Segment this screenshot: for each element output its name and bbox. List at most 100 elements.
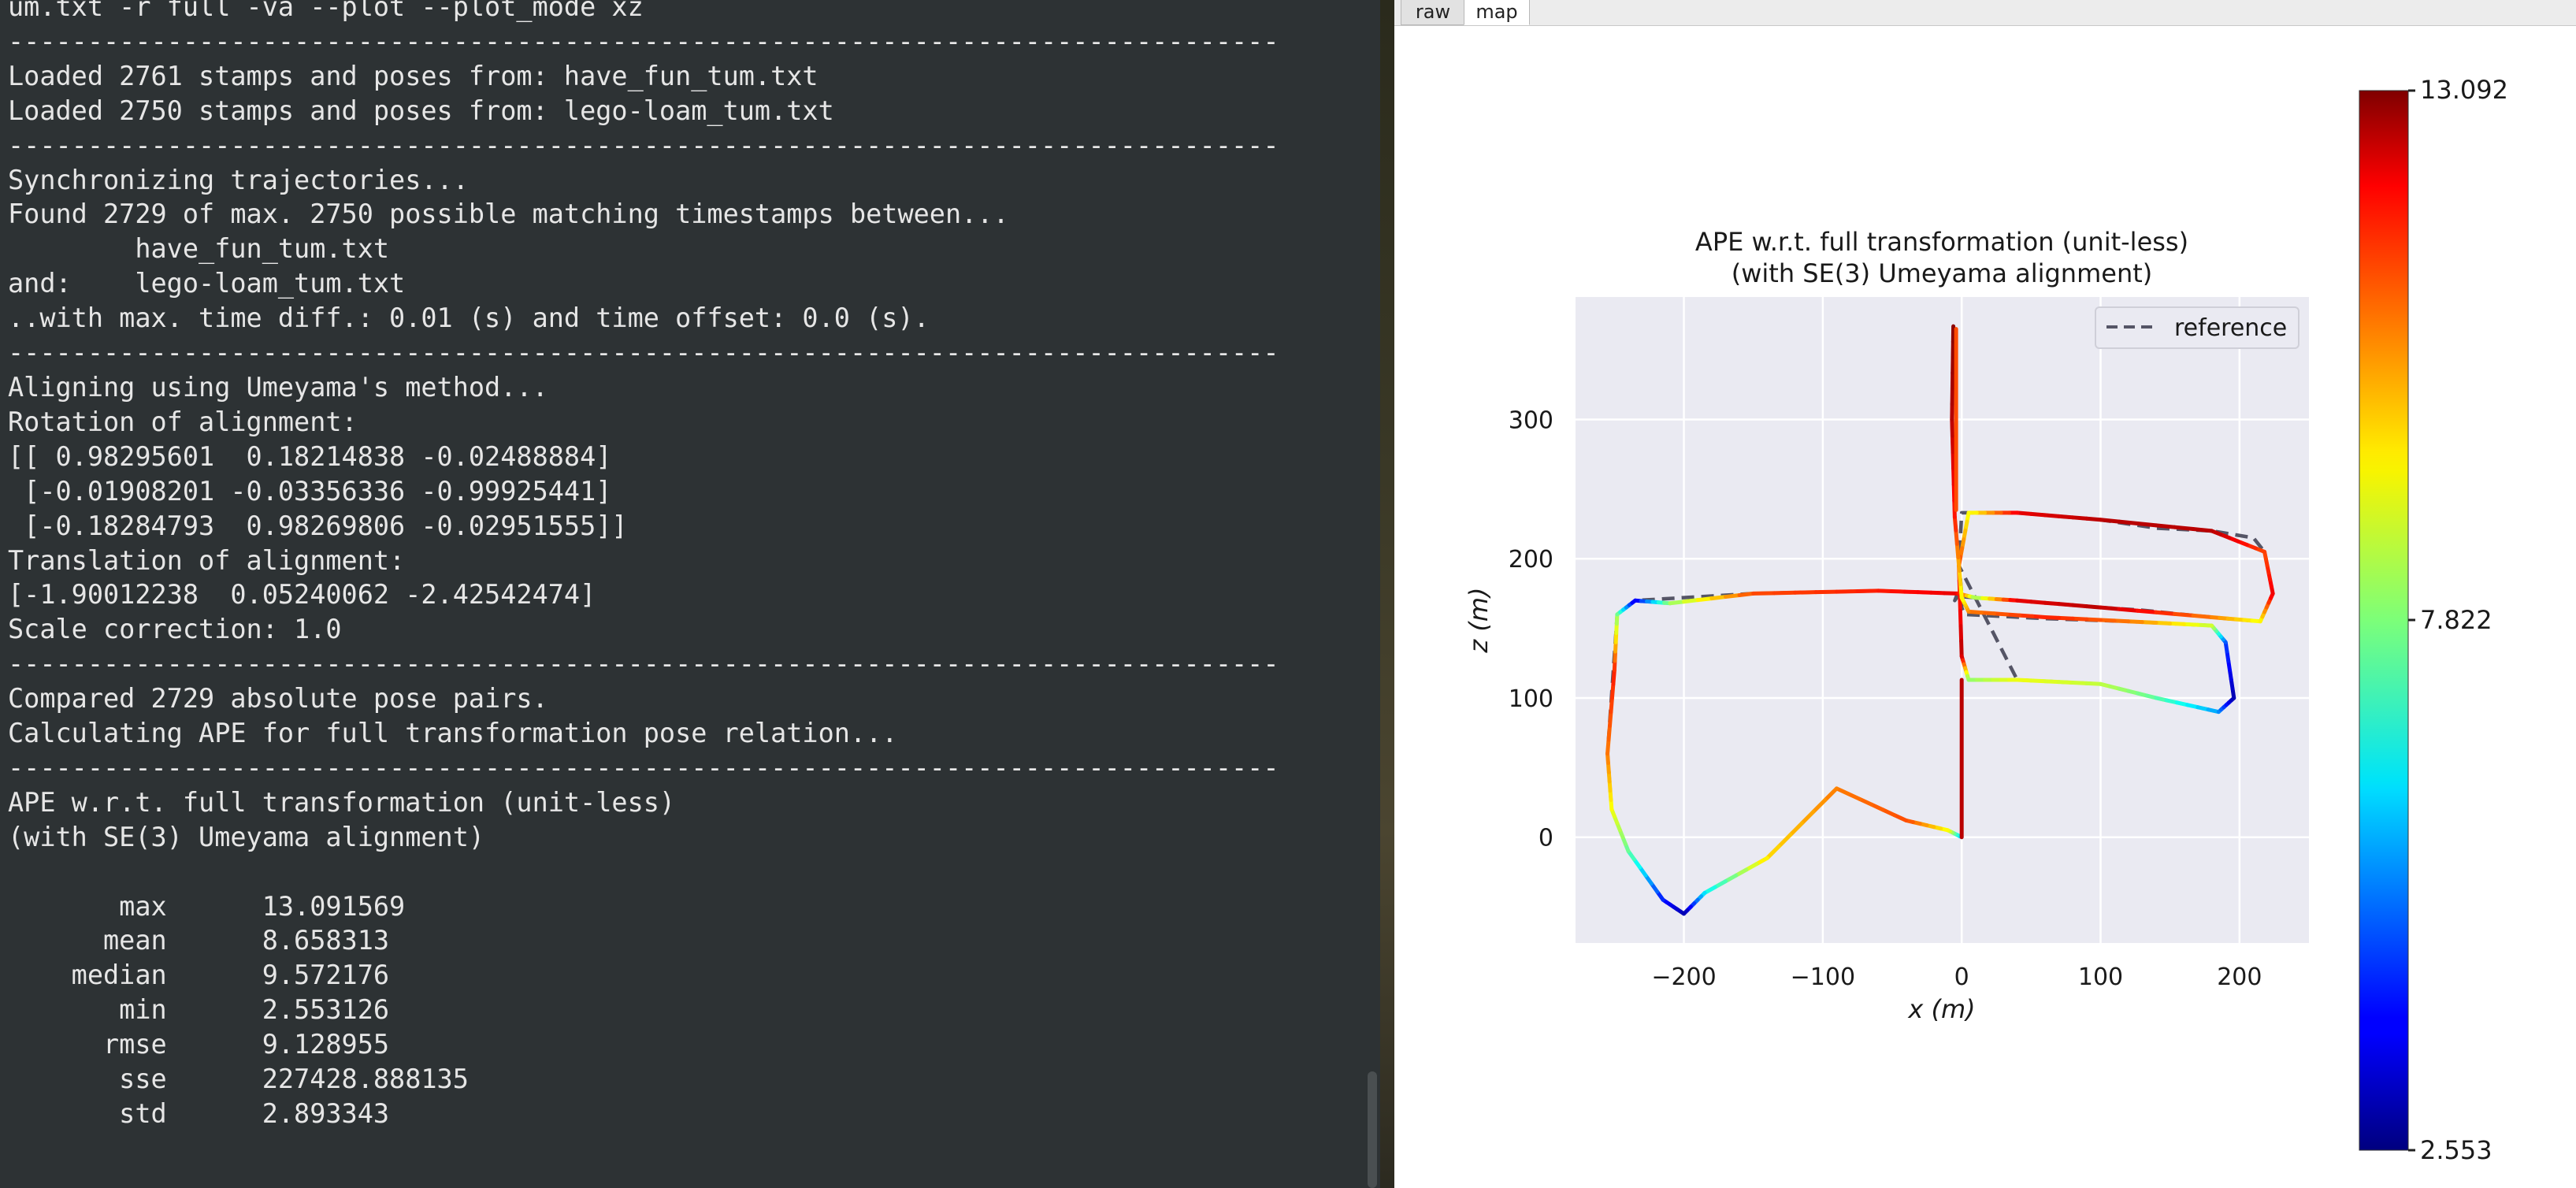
trajectory-segment [2168, 621, 2186, 626]
trajectory-segment [2099, 618, 2117, 623]
y-tick-label-0: 0 [1539, 825, 1553, 852]
trajectory-segment [1834, 786, 1850, 796]
trajectory-segment [1605, 737, 1611, 756]
trajectory-segment [1607, 710, 1613, 728]
x-tick-labels: −200 −100 0 100 200 [1651, 963, 2262, 991]
trajectory-segment [2043, 614, 2062, 620]
plot-subtitle: (with SE(3) Umeyama alignment) [1732, 258, 2153, 288]
trajectory-segment [1709, 595, 1728, 601]
trajectory-segment [2099, 518, 2121, 524]
trajectory-segment [2173, 525, 2196, 532]
trajectory-segment [1776, 833, 1793, 848]
trajectory-segment [1952, 514, 1958, 533]
trajectory-segment [1957, 569, 1963, 587]
trajectory-segment [2112, 618, 2131, 624]
trajectory-segment [2043, 513, 2062, 518]
tab-map[interactable]: map [1464, 0, 1530, 25]
trajectory-segment [2099, 605, 2121, 611]
trajectory-segment [2154, 621, 2173, 626]
trajectory-segment [1928, 590, 1947, 596]
plot-tab-bar: raw map [1394, 0, 2576, 26]
desktop-background-strip [1380, 0, 1394, 1188]
trajectory-segment [1954, 528, 1959, 546]
trajectory-segment [2084, 681, 2103, 686]
trajectory-segment [1834, 588, 1860, 594]
trajectory-segment [1846, 792, 1862, 801]
tab-raw[interactable]: raw [1401, 0, 1465, 25]
trajectory-segment [1916, 590, 1933, 595]
x-tick-label-3: 100 [2078, 963, 2123, 991]
trajectory-segment [1966, 609, 1984, 615]
trajectory-segment [1723, 592, 1742, 600]
trajectory-segment [1765, 844, 1781, 860]
trajectory-segment [2057, 680, 2075, 685]
plot-title: APE w.r.t. full transformation (unit-les… [1695, 227, 2188, 257]
y-tick-labels: 0 100 200 300 [1509, 407, 1553, 852]
legend: reference [2095, 306, 2299, 349]
trajectory-segment [2070, 616, 2089, 622]
trajectory-segment [1609, 696, 1614, 715]
trajectory-segment [1892, 813, 1909, 822]
trajectory-segment [1609, 681, 1616, 700]
trajectory-segment [1793, 590, 1818, 595]
trajectory-segment [2070, 603, 2089, 609]
trajectory-segment [2084, 516, 2103, 522]
trajectory-segment [1682, 598, 1700, 604]
trajectory-segment [2136, 521, 2158, 528]
trajectory-segment [1855, 588, 1880, 593]
colorbar-max-label: 13.092 [2420, 75, 2508, 105]
trajectory-segment [1811, 798, 1828, 814]
terminal-window[interactable]: um.txt -r full -va --plot --plot_mode xz… [0, 0, 1380, 1188]
trajectory-segment [1723, 873, 1739, 884]
plot-window: raw map APE w.r.t. full transformation (… [1394, 0, 2576, 1188]
trajectory-segment [1869, 802, 1885, 812]
trajectory-segment [1858, 796, 1874, 807]
trajectory-segment [1695, 596, 1714, 603]
colorbar-gradient [2359, 90, 2409, 1151]
trajectory-segment [2017, 613, 2035, 618]
trajectory-segment [2004, 612, 2022, 618]
trajectory-segment [2136, 608, 2158, 614]
y-tick-label-3: 300 [1509, 407, 1553, 435]
trajectory-segment [1950, 418, 1954, 438]
trajectory-segment [1611, 668, 1616, 686]
x-tick-label-2: 0 [1954, 963, 1969, 991]
trajectory-segment [2173, 611, 2196, 618]
colorbar-mid-label: 7.822 [2420, 605, 2492, 635]
trajectory-segment [1788, 821, 1804, 837]
trajectory-segment [2191, 527, 2214, 533]
trajectory-segment [2070, 681, 2089, 685]
y-axis-label: z (m) [1464, 587, 1494, 653]
trajectory-segment [1951, 450, 1956, 470]
trajectory-segment [2154, 523, 2177, 529]
x-tick-label-1: −100 [1791, 963, 1855, 991]
trajectory-segment [1751, 591, 1776, 596]
trajectory-segment [1713, 879, 1728, 889]
trajectory-segment [2015, 678, 2033, 683]
trajectory-segment [1880, 807, 1897, 818]
colorbar: 13.092 7.822 2.553 [2359, 75, 2508, 1165]
x-axis-label: x (m) [1907, 994, 1975, 1024]
terminal-scrollbar[interactable] [1368, 1071, 1377, 1188]
trajectory-segment [1979, 611, 1996, 616]
trajectory-segment [1950, 433, 1955, 455]
y-tick-label-1: 100 [1509, 685, 1553, 713]
trajectory-segment [1744, 862, 1759, 872]
trajectory-segment [2029, 600, 2047, 605]
ape-trajectory-plot: APE w.r.t. full transformation (unit-les… [1464, 75, 2508, 1165]
trajectory-segment [1958, 609, 1963, 629]
trajectory-segment [1876, 588, 1894, 593]
estimated-trajectory [1605, 324, 2275, 916]
trajectory-segment [1958, 624, 1964, 644]
trajectory-segment [1954, 541, 1961, 559]
trajectory-segment [2117, 607, 2140, 613]
y-tick-label-2: 200 [1509, 546, 1553, 574]
trajectory-segment [2084, 617, 2103, 622]
terminal-output: um.txt -r full -va --plot --plot_mode xz… [8, 0, 1279, 1129]
trajectory-segment [2015, 510, 2033, 516]
trajectory-segment [1942, 591, 1960, 596]
trajectory-segment [2057, 602, 2075, 607]
trajectory-segment [2154, 610, 2177, 616]
trajectory-segment [1737, 591, 1756, 597]
colorbar-min-label: 2.553 [2420, 1135, 2492, 1165]
